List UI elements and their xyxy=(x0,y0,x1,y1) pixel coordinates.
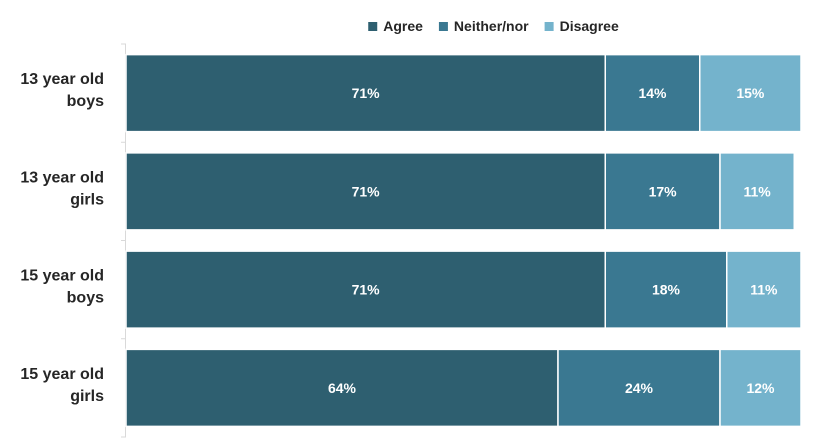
data-label-agree: 71% xyxy=(352,85,381,101)
data-label-agree: 64% xyxy=(328,380,357,396)
data-label-neither-nor: 24% xyxy=(625,380,654,396)
data-label-neither-nor: 18% xyxy=(652,282,681,298)
data-label-disagree: 11% xyxy=(744,183,772,199)
data-label-neither-nor: 14% xyxy=(638,85,667,101)
data-label-disagree: 15% xyxy=(736,85,765,101)
data-label-disagree: 12% xyxy=(746,380,775,396)
legend-label-disagree: Disagree xyxy=(560,18,619,34)
data-label-agree: 71% xyxy=(352,183,381,199)
chart-legend: Agree Neither/nor Disagree xyxy=(368,18,619,34)
bar-agree xyxy=(125,250,606,329)
bars xyxy=(125,53,802,428)
legend-swatch-disagree xyxy=(544,22,554,31)
data-label-disagree: 11% xyxy=(750,282,778,298)
legend-label-neither-nor: Neither/nor xyxy=(454,18,529,34)
bar-neither-nor xyxy=(604,250,728,329)
category-label: 15 year old girls xyxy=(20,366,104,405)
legend-swatch-neither-nor xyxy=(438,22,448,31)
bar-disagree xyxy=(726,250,802,329)
bar-agree xyxy=(125,53,606,133)
bar-agree xyxy=(125,152,606,231)
legend-label-agree: Agree xyxy=(383,18,423,34)
data-labels: 71% 14% 15% 71% 17% 11% 71% 18% 11% 64% 24% 12% xyxy=(328,85,778,396)
category-labels: 13 year old boys 13 year old girls 15 year o… xyxy=(20,71,104,405)
category-label: 13 year old girls xyxy=(20,169,104,208)
data-label-neither-nor: 17% xyxy=(649,183,678,199)
bar-neither-nor xyxy=(604,152,721,231)
bar-neither-nor xyxy=(557,348,721,428)
bar-disagree xyxy=(719,152,795,231)
bar-agree xyxy=(125,348,559,428)
data-label-agree: 71% xyxy=(352,282,381,298)
legend-swatch-agree xyxy=(368,22,378,31)
category-label: 13 year old boys xyxy=(20,71,104,110)
bar-disagree xyxy=(699,53,802,133)
category-label: 15 year old boys xyxy=(20,268,104,307)
bar-disagree xyxy=(719,348,802,428)
category-axis-ticks xyxy=(121,43,126,438)
